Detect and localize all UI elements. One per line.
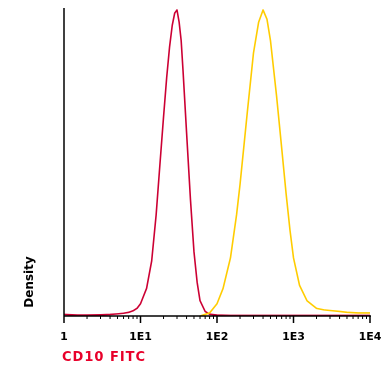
series-line-1	[63, 9, 370, 317]
x-tick-label: 1	[60, 330, 68, 343]
series-line-2	[199, 9, 370, 317]
y-axis-title: Density	[22, 256, 36, 308]
x-tick-label: 1E2	[206, 330, 229, 343]
x-tick-label: 1E1	[129, 330, 152, 343]
x-axis-title: CD10 FITC	[62, 350, 146, 365]
x-axis-tick-labels: 1 1E1 1E2 1E3 1E4	[60, 330, 382, 343]
x-tick-label: 1E3	[282, 330, 305, 343]
x-axis-ticks	[63, 316, 371, 323]
x-tick-label: 1E4	[359, 330, 382, 343]
plot-lines	[63, 9, 370, 317]
